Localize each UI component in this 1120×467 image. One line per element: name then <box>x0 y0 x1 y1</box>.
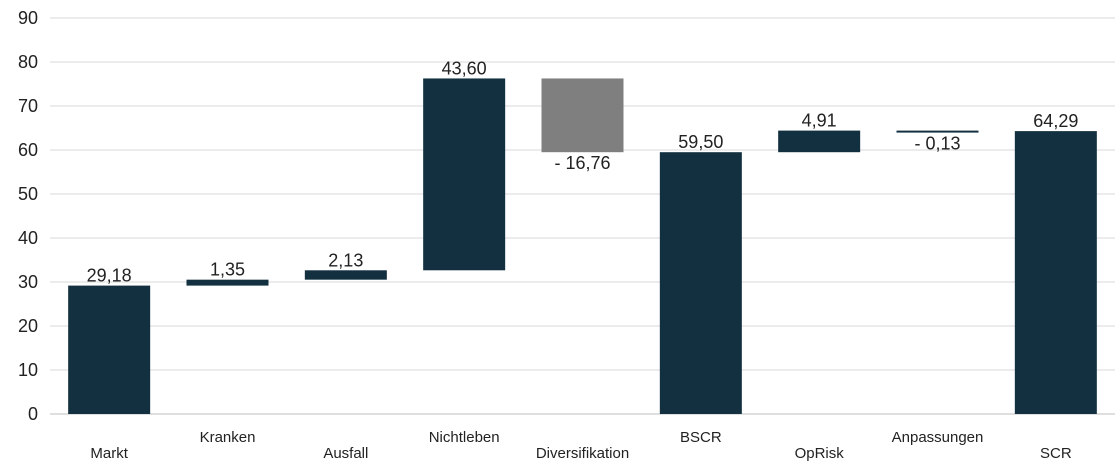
y-tick-label: 90 <box>18 8 38 28</box>
data-label: 64,29 <box>1033 111 1078 131</box>
data-label: 59,50 <box>678 132 723 152</box>
y-tick-label: 20 <box>18 316 38 336</box>
y-tick-label: 50 <box>18 184 38 204</box>
y-tick-label: 70 <box>18 96 38 116</box>
bar-diversifikation <box>541 78 624 153</box>
y-tick-label: 30 <box>18 272 38 292</box>
y-tick-label: 40 <box>18 228 38 248</box>
bar-markt <box>68 285 151 414</box>
category-label: BSCR <box>680 429 722 446</box>
category-label: Nichtleben <box>429 429 500 446</box>
bar-bscr <box>659 152 742 414</box>
y-tick-label: 10 <box>18 360 38 380</box>
category-label: Diversifikation <box>536 445 629 462</box>
category-label: Markt <box>90 445 128 462</box>
data-label: 29,18 <box>87 266 132 286</box>
bar-nichtleben <box>423 78 506 271</box>
axis-layer: 0 10 20 30 40 50 60 70 80 90 Markt Kranken Ausfall Ni… <box>18 8 1072 462</box>
category-label: Kranken <box>200 429 256 446</box>
data-label: 4,91 <box>802 111 837 131</box>
bar-anpassungen <box>896 130 979 133</box>
data-label: 2,13 <box>328 250 363 270</box>
bar-kranken <box>186 279 269 286</box>
grid-layer <box>50 17 1115 415</box>
category-label: Ausfall <box>323 445 368 462</box>
category-label: Anpassungen <box>892 429 984 446</box>
y-tick-label: 60 <box>18 140 38 160</box>
data-label: - 16,76 <box>554 153 610 173</box>
y-tick-label: 80 <box>18 52 38 72</box>
bar-scr <box>1014 131 1097 414</box>
data-label: 43,60 <box>442 58 487 78</box>
data-label: - 0,13 <box>914 134 960 154</box>
bar-layer <box>68 78 1097 414</box>
label-layer: 29,18 1,35 2,13 43,60 - 16,76 59,50 4,91 - 0,13… <box>87 58 1079 285</box>
bar-ausfall <box>304 270 387 280</box>
y-tick-label: 0 <box>28 404 38 424</box>
category-label: OpRisk <box>795 445 845 462</box>
bar-oprisk <box>778 130 861 153</box>
category-label: SCR <box>1040 445 1072 462</box>
data-label: 1,35 <box>210 260 245 280</box>
